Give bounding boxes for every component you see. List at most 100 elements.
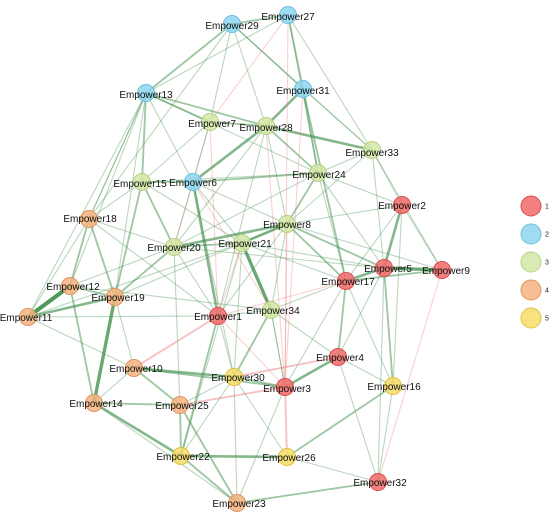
edge-empower8-empower24 [286, 172, 319, 225]
edge-empower8-empower20 [172, 222, 289, 249]
node-circle-empower15 [133, 173, 151, 191]
node-empower31: Empower31 [276, 80, 330, 98]
node-circle-empower9 [433, 261, 451, 279]
edge-empower10-empower1 [133, 315, 219, 369]
edge-empower28-empower33 [264, 124, 374, 152]
edge-empower25-empower30 [179, 376, 235, 406]
node-empower32: Empower32 [353, 473, 407, 491]
legend-label-3: 3 [545, 260, 549, 267]
legend-label-4: 4 [545, 288, 549, 295]
node-circle-empower28 [257, 117, 275, 135]
edge-empower7-empower29 [209, 23, 233, 123]
edge-empower22-empower23 [180, 455, 238, 504]
edge-empower31-empower29 [231, 23, 304, 90]
node-label-empower13: Empower13 [119, 90, 173, 101]
node-label-empower7: Empower7 [188, 119, 236, 130]
node-circle-empower33 [363, 141, 381, 159]
edge-empower18-empower1 [88, 218, 219, 317]
node-label-empower15: Empower15 [113, 179, 167, 190]
edge-empower9-empower8 [286, 223, 443, 271]
edge-empower34-empower3 [270, 309, 286, 388]
node-label-empower10: Empower10 [109, 364, 163, 375]
edge-empower32-empower5 [377, 267, 385, 483]
edge-empower12-empower14 [69, 285, 95, 404]
node-empower4: Empower4 [316, 348, 364, 366]
node-circle-empower13 [137, 84, 155, 102]
node-label-empower2: Empower2 [378, 201, 426, 212]
legend-label-2: 2 [545, 232, 549, 239]
node-circle-empower4 [329, 348, 347, 366]
legend-swatch-3 [520, 251, 542, 273]
node-empower26: Empower26 [262, 448, 316, 466]
edge-empower9-empower2 [401, 204, 443, 271]
edge-empower24-empower13 [145, 92, 319, 174]
edge-empower22-empower26 [179, 454, 289, 459]
edge-empower3-empower28 [265, 125, 286, 388]
node-label-empower26: Empower26 [262, 453, 316, 464]
node-empower3: Empower3 [263, 378, 311, 396]
node-circle-empower22 [172, 447, 190, 465]
node-empower18: Empower18 [63, 210, 117, 228]
node-circle-empower17 [337, 272, 355, 290]
node-empower30: Empower30 [211, 368, 265, 386]
node-circle-empower20 [165, 238, 183, 256]
edge-empower8-empower34 [270, 223, 288, 311]
edge-empower24-empower20 [173, 172, 319, 248]
edge-empower20-empower6 [173, 181, 194, 248]
edge-empower20-empower15 [141, 181, 175, 248]
edge-empower21-empower6 [192, 181, 243, 244]
edge-empower15-empower13 [141, 92, 147, 183]
node-circle-empower34 [262, 301, 280, 319]
edge-empower3-empower1 [217, 315, 286, 388]
node-circle-empower32 [369, 473, 387, 491]
node-empower9: Empower9 [422, 261, 470, 279]
edge-empower16-empower2 [392, 204, 403, 387]
node-circle-empower5 [375, 259, 393, 277]
edge-empower4-empower34 [270, 309, 339, 358]
legend-item-5: 5 [520, 307, 549, 329]
edge-empower6-empower24 [192, 172, 319, 183]
node-circle-empower6 [184, 173, 202, 191]
edge-empower25-empower20 [173, 246, 181, 406]
edge-empower34-empower30 [233, 309, 272, 378]
node-circle-empower14 [85, 394, 103, 412]
edge-empower18-empower13 [88, 92, 147, 220]
node-circle-empower25 [171, 396, 189, 414]
node-label-empower20: Empower20 [147, 243, 201, 254]
node-empower25: Empower25 [155, 396, 209, 414]
node-circle-empower26 [278, 448, 296, 466]
node-empower21: Empower21 [218, 234, 272, 252]
edge-empower31-empower3 [284, 88, 304, 388]
edge-empower31-empower27 [287, 14, 304, 90]
edge-empower19-empower13 [114, 92, 147, 298]
legend-label-5: 5 [545, 316, 549, 323]
node-label-empower12: Empower12 [46, 282, 100, 293]
edge-empower31-empower17 [302, 88, 347, 282]
node-label-empower30: Empower30 [211, 373, 265, 384]
edge-empower26-empower3 [284, 386, 288, 458]
node-circle-empower1 [209, 307, 227, 325]
node-circle-empower19 [106, 288, 124, 306]
legend-item-4: 4 [520, 279, 549, 301]
edge-empower17-empower1 [217, 280, 347, 317]
edge-empower27-empower33 [287, 14, 373, 151]
node-empower24: Empower24 [292, 164, 346, 182]
edge-empower1-empower30 [217, 315, 235, 378]
edge-empower8-empower28 [265, 125, 288, 225]
node-empower17: Empower17 [321, 272, 375, 290]
edge-empower17-empower34 [270, 280, 347, 311]
node-circle-empower8 [278, 215, 296, 233]
edge-empower19-empower10 [114, 296, 135, 369]
edge-empower32-empower9 [377, 269, 443, 483]
edge-empower21-empower20 [173, 242, 243, 248]
edge-empower7-empower13 [145, 92, 211, 123]
node-circle-empower29 [223, 15, 241, 33]
edge-empower33-empower8 [286, 149, 373, 225]
node-circle-empower23 [228, 494, 246, 512]
edge-empower5-empower24 [317, 172, 385, 269]
node-label-empower28: Empower28 [239, 123, 293, 134]
edge-empower23-empower32 [236, 481, 379, 504]
edge-empower13-empower11 [27, 92, 147, 318]
edge-empower2-empower17 [345, 204, 403, 282]
